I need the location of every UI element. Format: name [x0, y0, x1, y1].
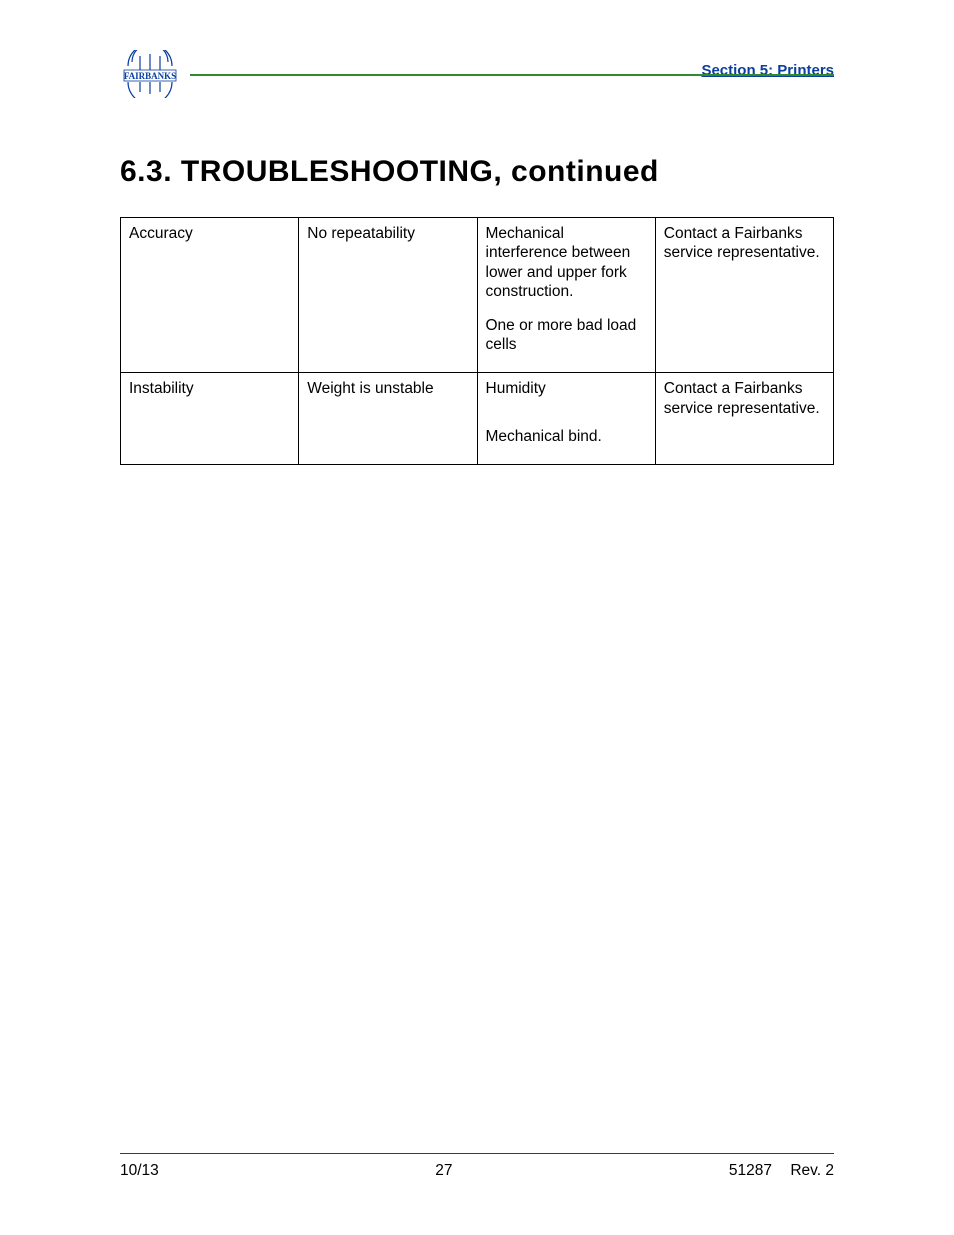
cell-problem: Accuracy [121, 218, 299, 373]
page-header: FAIRBANKS Section 5: Printers [120, 50, 834, 100]
footer-page-no: 27 [435, 1162, 452, 1180]
cell-symptom: No repeatability [299, 218, 477, 373]
cause-para-2: One or more bad load cells [486, 317, 637, 353]
footer-rule [120, 1153, 834, 1154]
cause-para-1: Mechanical interference between lower an… [486, 225, 631, 300]
cell-cause: Humidity Mechanical bind. [477, 373, 655, 465]
cause-para-1: Humidity [486, 380, 546, 397]
table-row: Accuracy No repeatability Mechanical int… [121, 218, 834, 373]
cell-action: Contact a Fairbanks service representati… [655, 373, 833, 465]
logo-text: FAIRBANKS [124, 71, 176, 81]
page: FAIRBANKS Section 5: Printers 6.3. TROUB… [0, 0, 954, 1235]
cell-cause: Mechanical interference between lower an… [477, 218, 655, 373]
cell-action: Contact a Fairbanks service representati… [655, 218, 833, 373]
fairbanks-logo: FAIRBANKS [120, 50, 180, 103]
cell-symptom: Weight is unstable [299, 373, 477, 465]
cause-para-2: Mechanical bind. [486, 428, 602, 445]
page-footer: 10/13 27 51287 Rev. 2 [120, 1153, 834, 1180]
footer-doc: 51287 Rev. 2 [729, 1162, 834, 1180]
header-rule [190, 74, 834, 76]
footer-date: 10/13 [120, 1162, 159, 1180]
cell-problem: Instability [121, 373, 299, 465]
section-link[interactable]: Section 5: Printers [701, 62, 834, 79]
table-row: Instability Weight is unstable Humidity … [121, 373, 834, 465]
page-title: 6.3. TROUBLESHOOTING, continued [120, 155, 834, 189]
footer-doc-no: 51287 [729, 1162, 772, 1179]
troubleshooting-table: Accuracy No repeatability Mechanical int… [120, 217, 834, 465]
footer-rev: Rev. 2 [790, 1162, 834, 1179]
